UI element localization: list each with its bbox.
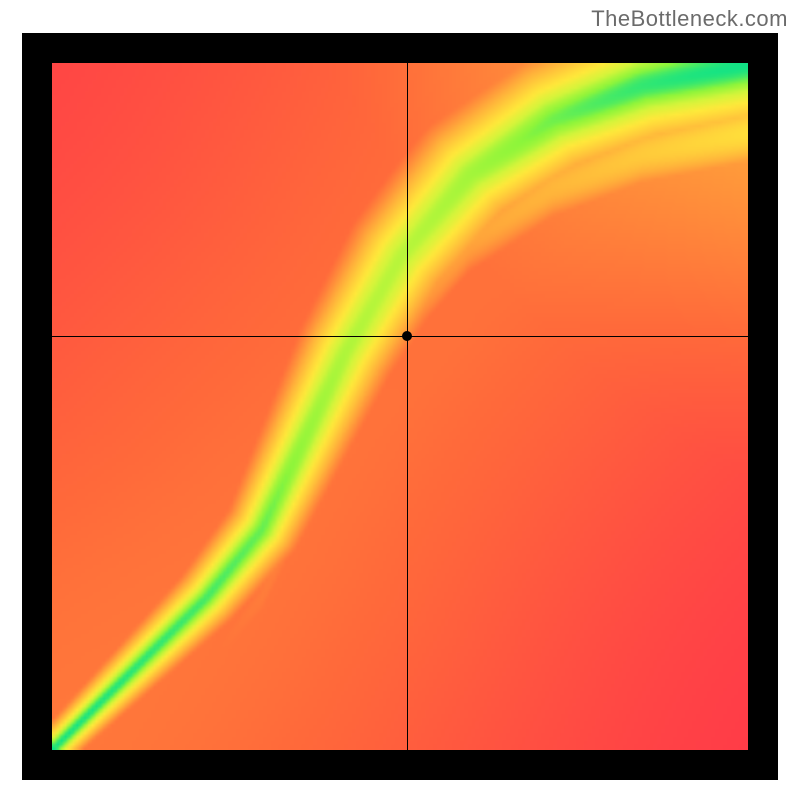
plot-frame [22, 33, 778, 780]
crosshair-horizontal [52, 336, 748, 337]
heatmap-canvas [52, 63, 748, 750]
crosshair-marker [402, 331, 412, 341]
watermark-text: TheBottleneck.com [591, 6, 788, 32]
heatmap-plot [52, 63, 748, 750]
crosshair-vertical [407, 63, 408, 750]
chart-container: TheBottleneck.com [0, 0, 800, 800]
